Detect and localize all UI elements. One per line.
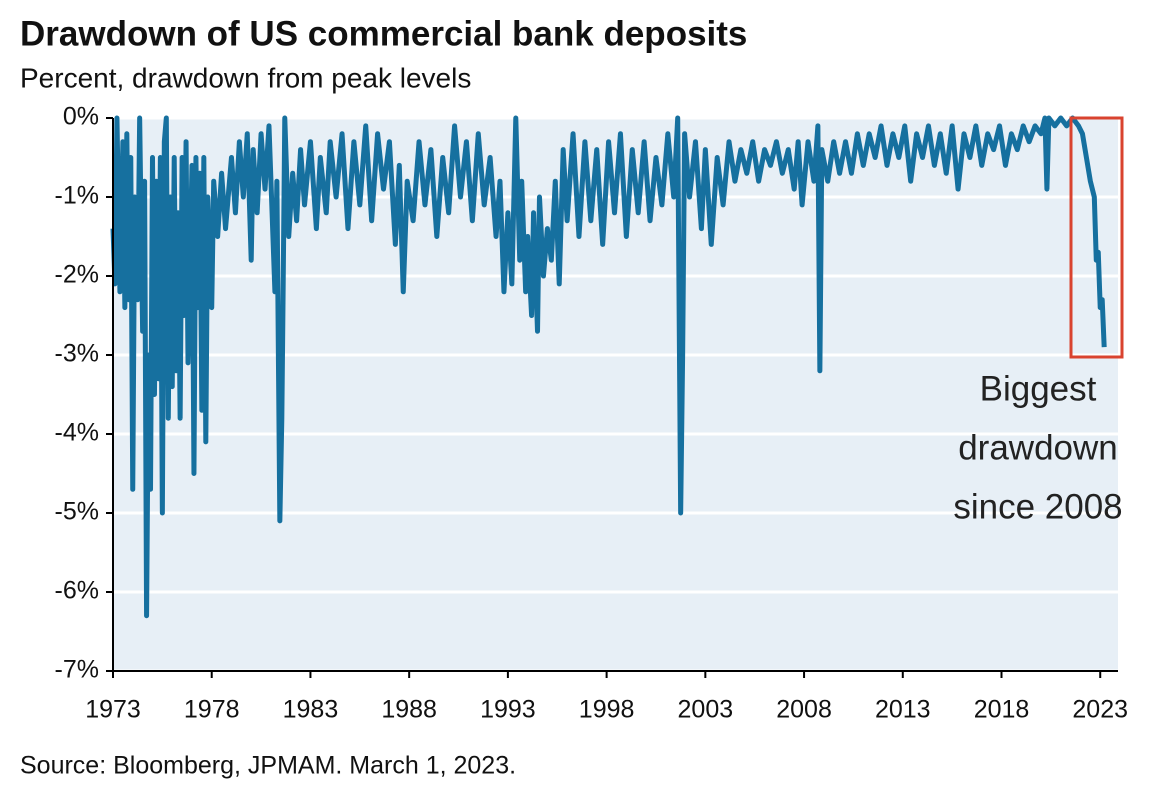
- data-line: [110, 115, 1107, 619]
- y-tick-label: -5%: [55, 498, 99, 526]
- y-tick-label: 0%: [63, 103, 99, 131]
- y-tick-label: -1%: [55, 182, 99, 210]
- x-tick-label: 2013: [875, 696, 931, 724]
- y-tick-label: -3%: [55, 340, 99, 368]
- highlight-box: [1069, 116, 1124, 359]
- chart-title: Drawdown of US commercial bank deposits: [20, 14, 747, 53]
- x-tick-label: 1988: [381, 696, 437, 724]
- source: Source: Bloomberg, JPMAM. March 1, 2023.: [20, 752, 516, 780]
- annotation: drawdown: [958, 428, 1118, 467]
- x-tick-label: 2003: [678, 696, 734, 724]
- x-tick-label: 1978: [184, 696, 240, 724]
- x-tick-label: 2023: [1072, 696, 1128, 724]
- y-tick-label: -6%: [55, 577, 99, 605]
- x-tick-label: 2018: [974, 696, 1030, 724]
- x-tick-label: 1973: [85, 696, 141, 724]
- y-tick-label: -4%: [55, 419, 99, 447]
- chart-subtitle: Percent, drawdown from peak levels: [20, 62, 471, 93]
- x-tick-label: 1983: [283, 696, 339, 724]
- annotation: since 2008: [953, 487, 1122, 526]
- x-tick-label: 1998: [579, 696, 635, 724]
- y-tick-label: -2%: [55, 261, 99, 289]
- annotation: Biggest: [980, 369, 1097, 408]
- x-tick-label: 2008: [776, 696, 832, 724]
- y-tick-label: -7%: [55, 656, 99, 684]
- x-tick-label: 1993: [480, 696, 536, 724]
